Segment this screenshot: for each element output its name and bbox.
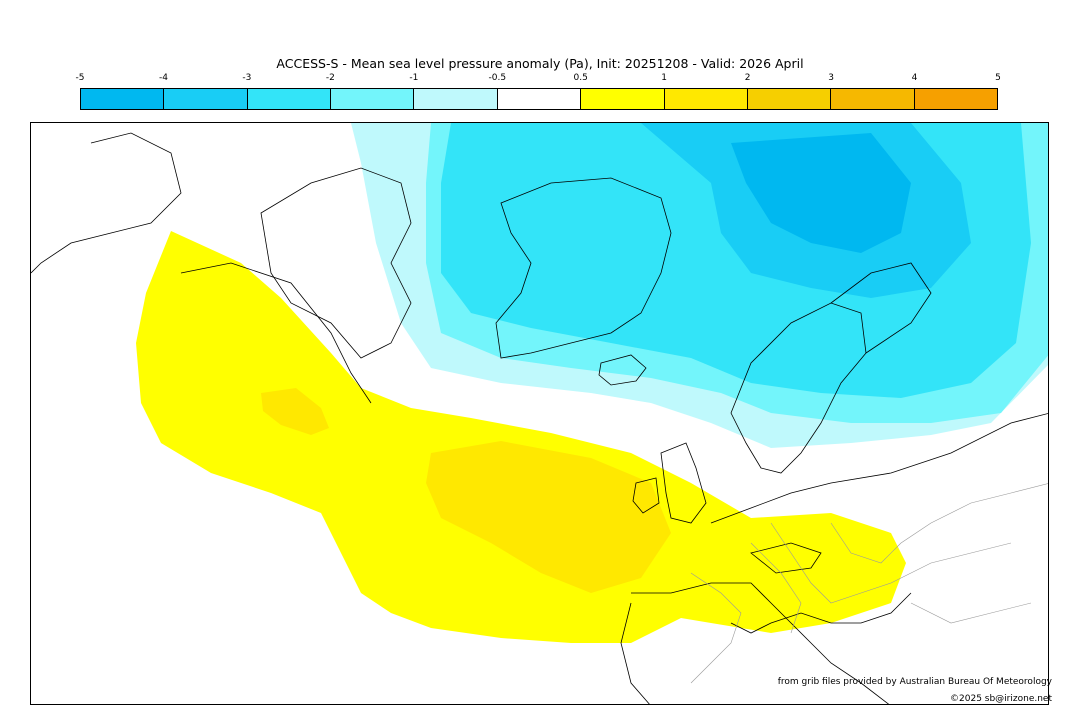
pressure-anomaly-map — [30, 122, 1049, 705]
colorbar-tick-label: 1 — [661, 73, 668, 83]
colorbar-cell — [164, 89, 248, 109]
colorbar-cell — [581, 89, 665, 109]
colorbar-cell — [914, 89, 997, 109]
colorbar-tick-label: -1 — [409, 73, 419, 83]
colorbar-cell — [664, 89, 748, 109]
colorbar-legend — [80, 88, 998, 110]
anomaly-zone-gold-small — [261, 388, 329, 435]
colorbar-cell — [81, 89, 165, 109]
colorbar-cell — [831, 89, 915, 109]
anomaly-zone-yellow — [136, 231, 906, 643]
anomaly-zone-core — [731, 133, 911, 253]
colorbar-cell — [331, 89, 415, 109]
colorbar-cell — [247, 89, 332, 109]
country-borders — [690, 483, 1048, 684]
data-source-credit: from grib files provided by Australian B… — [777, 677, 1052, 687]
map-canvas — [31, 123, 1048, 704]
copyright-credit: ©2025 sb@irizone.net — [950, 694, 1052, 704]
colorbar-tick-label: -4 — [158, 73, 168, 83]
colorbar-tick-label: 5 — [995, 73, 1001, 83]
colorbar-tick-label: 2 — [744, 73, 751, 83]
colorbar-cell — [414, 89, 498, 109]
colorbar-tick-label: -3 — [242, 73, 252, 83]
colorbar-ticks: -5 -4 -3 -2 -1 -0.5 0.5 1 2 3 4 5 — [76, 73, 1001, 87]
colorbar-tick-label: 3 — [828, 73, 834, 83]
coastlines — [31, 132, 1048, 704]
colorbar-cell — [747, 89, 832, 109]
colorbar-tick-label: -0.5 — [488, 73, 507, 83]
anomaly-zone-gold — [426, 441, 671, 593]
colorbar-cell — [497, 89, 582, 109]
colorbar-tick-label: -5 — [75, 73, 85, 83]
colorbar-tick-label: 4 — [911, 73, 918, 83]
colorbar-tick-label: -2 — [325, 73, 335, 83]
colorbar-tick-label: 0.5 — [573, 73, 588, 83]
map-title: ACCESS-S - Mean sea level pressure anoma… — [276, 56, 804, 71]
